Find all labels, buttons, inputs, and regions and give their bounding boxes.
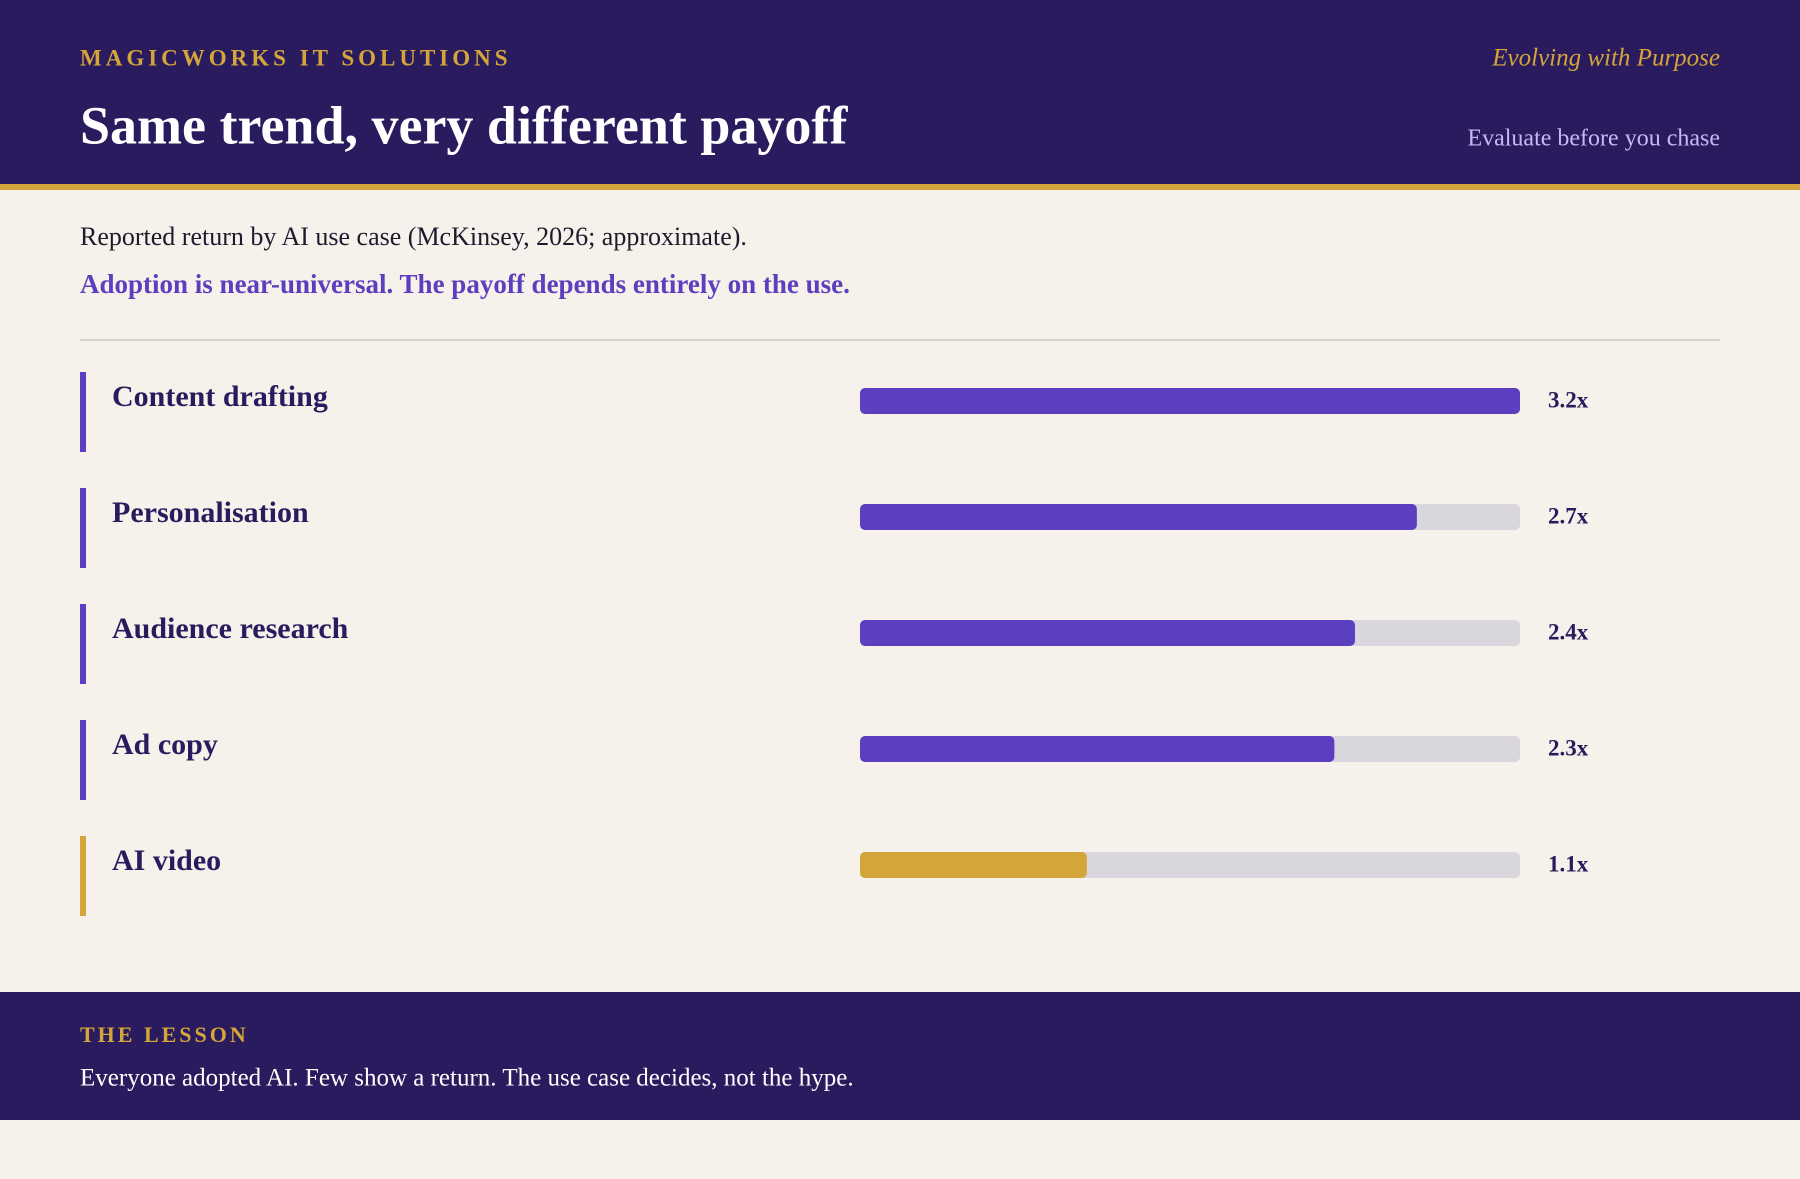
bar (860, 388, 1520, 414)
footer-label: THE LESSON (80, 1022, 249, 1047)
category-label: Content drafting (112, 380, 328, 413)
subtitle: Reported return by AI use case (McKinsey… (80, 222, 747, 251)
category-label: AI video (112, 844, 221, 877)
value-label: 1.1x (1548, 851, 1589, 876)
header-band (0, 0, 1800, 184)
bar-rows: Content drafting 3.2x Personalisation 2.7x A… (80, 372, 1589, 916)
bar (860, 504, 1417, 530)
bar (860, 620, 1355, 646)
value-label: 2.4x (1548, 619, 1589, 644)
footer-text: Everyone adopted AI. Few show a return. … (80, 1065, 854, 1092)
bar (860, 736, 1335, 762)
title: Same trend, very different payoff (80, 95, 848, 155)
row-accent (80, 836, 86, 916)
category-label: Personalisation (112, 496, 309, 529)
row-accent (80, 488, 86, 568)
row-accent (80, 372, 86, 452)
header-rule (0, 184, 1800, 190)
category-label: Audience research (112, 612, 349, 645)
row-accent (80, 720, 86, 800)
tagline: Evolving with Purpose (1491, 45, 1720, 72)
category-label: Ad copy (112, 728, 218, 761)
bar (860, 852, 1087, 878)
value-label: 3.2x (1548, 387, 1589, 412)
value-label: 2.7x (1548, 503, 1589, 528)
footer-band (0, 992, 1800, 1120)
value-label: 2.3x (1548, 735, 1589, 760)
row-accent (80, 604, 86, 684)
aside: Evaluate before you chase (1467, 126, 1720, 152)
annotation: Adoption is near-universal. The payoff d… (80, 269, 850, 299)
brand: MAGICWORKS IT SOLUTIONS (80, 45, 512, 70)
